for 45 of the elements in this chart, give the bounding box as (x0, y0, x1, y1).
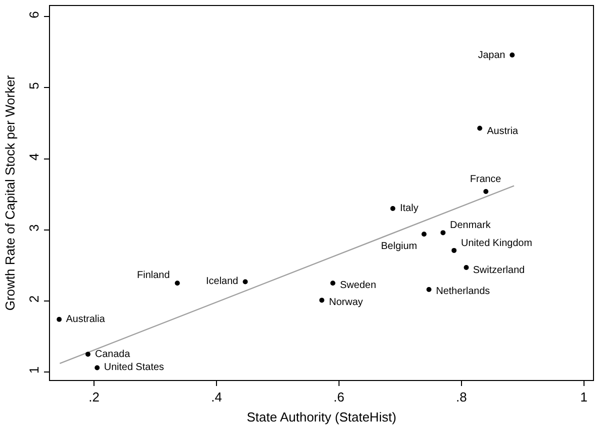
annotation: Switzerland (473, 265, 525, 276)
point (452, 248, 457, 253)
point (242, 279, 248, 284)
point (483, 188, 488, 194)
point (477, 126, 482, 131)
annotation: Japan (478, 50, 506, 61)
point (94, 365, 100, 370)
y-tick-label: 2 (26, 295, 42, 303)
annotation: United Kingdom (461, 238, 532, 249)
y-tick-label: 1 (26, 366, 42, 374)
annotation: Netherlands (436, 286, 490, 297)
point (56, 316, 62, 322)
point (85, 352, 90, 357)
annotation: Canada (95, 349, 130, 360)
y-tick-label: 5 (26, 82, 42, 90)
point (174, 280, 180, 286)
point (319, 298, 324, 303)
point (390, 206, 396, 212)
y-tick-label: 3 (26, 224, 42, 232)
y-tick-label: 6 (26, 11, 42, 18)
annotation: Norway (329, 297, 363, 308)
x-tick-label: .4 (211, 390, 222, 405)
x-tick-label: .2 (88, 390, 100, 405)
annotation: Iceland (206, 276, 238, 287)
point (422, 232, 427, 237)
annotation: Sweden (340, 280, 376, 291)
annotation: Finland (137, 270, 170, 281)
annotation: Australia (66, 314, 106, 325)
x-tick-label: .8 (456, 390, 467, 405)
y-axis-title: Growth Rate of Capital Stock per Worker (2, 74, 18, 311)
annotation: Belgium (381, 241, 418, 252)
annotation: Italy (400, 203, 418, 214)
point (426, 287, 432, 292)
point (440, 230, 446, 236)
y-tick-label: 4 (26, 153, 42, 160)
annotation: France (470, 174, 502, 185)
x-axis-title: State Authority (StateHist) (246, 409, 396, 424)
annotation: Denmark (450, 220, 492, 231)
point (510, 52, 515, 58)
x-tick-label: .6 (334, 390, 344, 405)
annotation: Austria (487, 126, 519, 137)
annotation: United States (104, 362, 164, 373)
point (330, 280, 336, 286)
x-tick-label: 1 (580, 390, 588, 405)
point (464, 265, 469, 270)
